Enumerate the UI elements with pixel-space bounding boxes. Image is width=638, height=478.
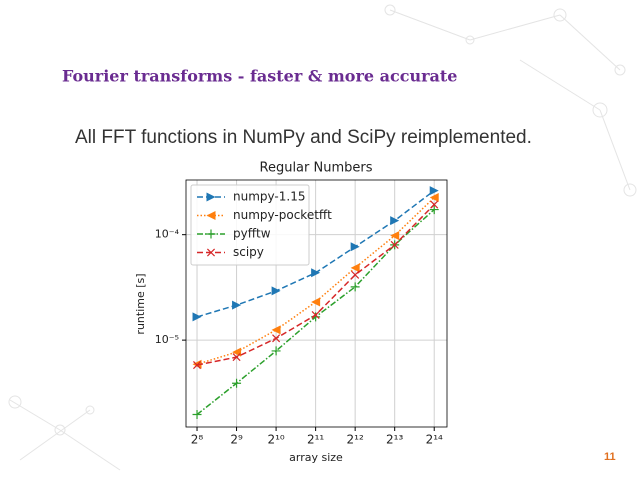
marker [272,334,281,343]
marker [192,410,202,420]
marker [429,186,439,196]
marker [232,300,242,310]
x-tick-label: 2⁹ [230,433,243,447]
marker [390,231,400,241]
chart-title: Regular Numbers [260,161,373,176]
y-tick-label: 10⁻⁴ [155,228,180,241]
legend-label: pyfftw [233,227,271,241]
legend-label: numpy-1.15 [233,190,305,204]
marker [311,268,321,278]
legend: numpy-1.15 numpy-pocketfft pyfftw scipy [190,184,332,266]
x-tick-label: 2¹³ [386,433,403,447]
legend-label: numpy-pocketfft [233,208,332,222]
marker [390,216,400,226]
marker [350,242,360,252]
marker [271,325,281,335]
legend-label: scipy [233,245,264,259]
page-number: 11 [604,451,616,463]
x-tick-label: 2¹² [347,433,364,447]
slide-text: All FFT functions in NumPy and SciPy rei… [75,127,532,148]
plot-frame [185,179,448,428]
x-tick-label: 2¹¹ [307,433,324,447]
marker [311,297,321,307]
y-axis-label: runtime [s] [134,273,147,334]
marker [271,346,281,356]
marker [206,229,216,239]
x-tick-label: 2¹⁴ [426,433,443,447]
x-axis-label: array size [289,451,343,464]
marker [311,310,320,320]
marker [232,378,242,388]
marker [429,193,439,203]
marker [430,200,439,209]
marker [206,211,216,220]
marker [351,270,360,279]
legend-box [190,184,310,266]
marker [350,282,360,292]
marker [390,240,399,249]
marker [271,286,281,296]
marker [206,192,216,202]
y-tick-label: 10⁻⁵ [155,333,179,346]
marker [232,353,241,362]
x-tick-label: 2⁸ [191,433,204,447]
decoration [8,4,637,471]
marker [429,205,439,215]
x-tick-label: 2¹⁰ [267,433,284,447]
marker [193,361,202,370]
marker [350,263,360,273]
slide-title: Fourier transforms - faster & more accur… [62,67,457,86]
marker [192,312,202,322]
marker [206,248,216,257]
